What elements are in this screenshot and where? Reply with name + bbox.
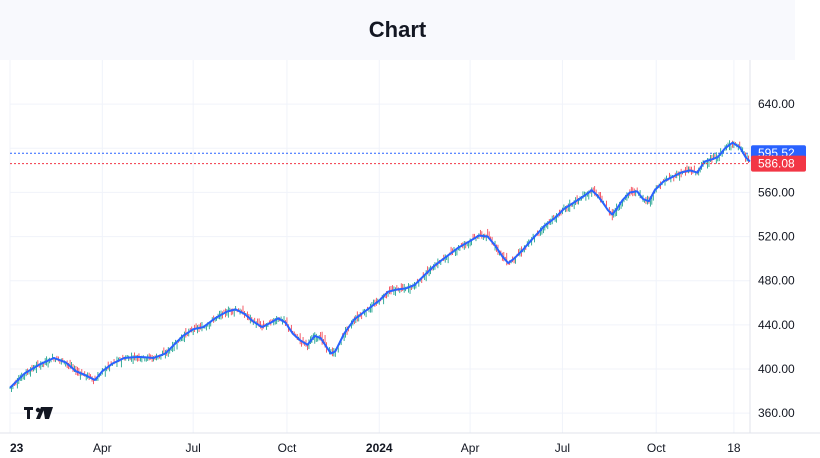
x-tick-label: Jul [185,441,200,455]
y-tick-label: 400.00 [758,362,795,376]
price-label: 586.08 [758,157,795,171]
y-tick-label: 480.00 [758,274,795,288]
axes [0,60,820,434]
chart-title: Chart [368,17,427,42]
tradingview-logo-icon [24,407,53,419]
x-tick-label: Jul [555,441,570,455]
x-axis-ticks: 23 Apr Jul Oct 2024 Apr Jul Oct 18 [10,441,741,455]
price-series-line [9,141,751,389]
x-tick-label: 23 [10,441,24,455]
x-tick-label: Oct [647,441,666,455]
x-tick-label: 18 [727,441,741,455]
x-tick-label: Apr [93,441,112,455]
x-tick-label: Oct [278,441,297,455]
x-tick-label: 2024 [366,441,393,455]
x-tick-label: Apr [461,441,480,455]
y-tick-label: 360.00 [758,406,795,420]
chart-title-bar: Chart [0,0,795,60]
y-tick-label: 520.00 [758,230,795,244]
series-group [9,141,751,389]
y-tick-label: 440.00 [758,318,795,332]
y-tick-label: 560.00 [758,185,795,199]
y-axis-ticks: 360.00 400.00 440.00 480.00 520.00 560.00 640.… [758,97,795,420]
y-tick-label: 640.00 [758,97,795,111]
grid-lines [9,60,750,433]
price-label-box [751,155,806,172]
